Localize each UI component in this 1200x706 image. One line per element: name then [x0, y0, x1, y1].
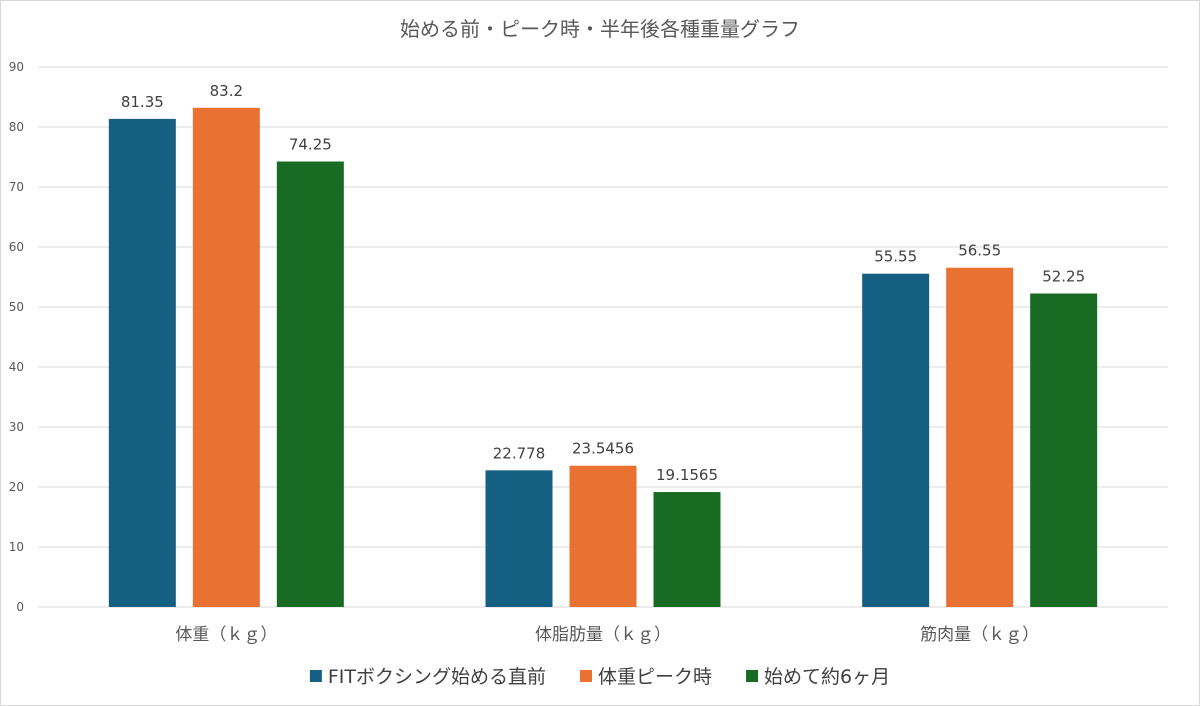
- y-tick-label: 50: [9, 300, 24, 314]
- legend-swatch: [746, 670, 759, 682]
- legend-item: FITボクシング始める直前: [309, 666, 546, 688]
- data-label: 55.55: [874, 248, 917, 266]
- bar: [192, 107, 260, 608]
- y-tick-label: 30: [9, 420, 24, 434]
- y-tick-label: 40: [9, 360, 24, 374]
- data-labels: 81.35 83.2 74.25 22.778 23.5456 19.1565 55.55 5…: [121, 82, 1085, 484]
- x-category-label: 体脂肪量（ｋｇ）: [535, 625, 671, 645]
- y-tick-label: 0: [16, 600, 24, 614]
- y-tick-label: 80: [9, 120, 24, 134]
- data-label: 74.25: [289, 136, 332, 154]
- bar: [569, 465, 637, 607]
- x-category-label: 筋肉量（ｋｇ）: [920, 625, 1039, 645]
- x-axis-categories: 体重（ｋｇ） 体脂肪量（ｋｇ） 筋肉量（ｋｇ）: [175, 625, 1039, 645]
- legend-item: 体重ピーク時: [580, 666, 712, 688]
- bar: [276, 161, 344, 607]
- data-label: 52.25: [1042, 268, 1085, 286]
- y-tick-label: 90: [9, 60, 24, 74]
- y-tick-label: 10: [9, 540, 24, 554]
- legend: FITボクシング始める直前 体重ピーク時 始めて約6ヶ月: [309, 666, 890, 688]
- chart-title: 始める前・ピーク時・半年後各種重量グラフ: [400, 17, 800, 41]
- data-label: 22.778: [493, 444, 546, 462]
- y-tick-label: 20: [9, 480, 24, 494]
- legend-item: 始めて約6ヶ月: [746, 666, 890, 688]
- data-label: 81.35: [121, 93, 164, 111]
- data-label: 56.55: [958, 242, 1001, 260]
- bar: [862, 273, 930, 607]
- legend-swatch: [309, 670, 322, 682]
- bar: [946, 267, 1014, 607]
- data-label: 19.1565: [656, 466, 718, 484]
- y-tick-label: 70: [9, 180, 24, 194]
- bars: [108, 107, 1098, 608]
- bar: [108, 118, 176, 608]
- bar: [1030, 293, 1098, 607]
- data-label: 23.5456: [572, 440, 634, 458]
- bar: [653, 492, 721, 607]
- y-axis-ticks: 0 10 20 30 40 50 60 70 80 90: [9, 60, 24, 614]
- data-label: 83.2: [210, 82, 243, 100]
- y-tick-label: 60: [9, 240, 24, 254]
- legend-label: 始めて約6ヶ月: [764, 666, 890, 688]
- bar: [485, 470, 553, 607]
- x-category-label: 体重（ｋｇ）: [175, 625, 277, 645]
- legend-swatch: [580, 670, 593, 682]
- legend-label: 体重ピーク時: [598, 666, 712, 688]
- legend-label: FITボクシング始める直前: [328, 666, 546, 688]
